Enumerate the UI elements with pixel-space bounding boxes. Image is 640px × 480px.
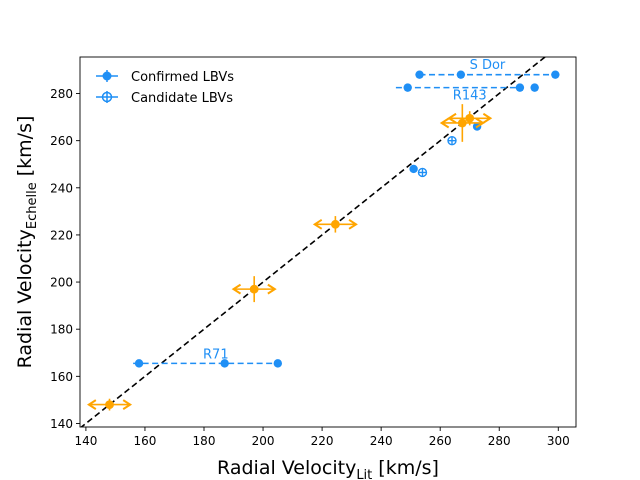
orange-marker: [330, 219, 340, 229]
lbv-point: [273, 359, 283, 368]
candidate-marker: [417, 167, 428, 178]
y-axis-label: Radial VelocityEchelle [km/s]: [14, 116, 40, 369]
orange-arrow-right: [348, 218, 358, 230]
orange-marker: [465, 113, 475, 123]
x-tick-label: 240: [370, 434, 393, 448]
x-tick-label: 220: [311, 434, 334, 448]
legend-marker-confirmed: [96, 70, 118, 82]
lbv-point: [134, 359, 144, 368]
orange-arrow-right: [122, 399, 133, 410]
lbv-star-0: [415, 70, 560, 79]
orange-arrow-left: [312, 218, 323, 230]
orange-marker: [457, 118, 467, 128]
x-tick-label: 140: [74, 434, 97, 448]
y-tick-label: 160: [50, 370, 73, 384]
lbv-point: [403, 83, 412, 92]
x-tick-label: 180: [193, 434, 216, 448]
lbv-point: [530, 83, 539, 92]
orange-point: [439, 104, 485, 142]
legend-label-candidate: Candidate LBVs: [131, 91, 233, 106]
annotation-label: S Dor: [470, 58, 506, 73]
legend: Confirmed LBVs Candidate LBVs: [96, 70, 234, 106]
orange-arrow-left: [231, 283, 242, 295]
lbv-point: [456, 70, 466, 79]
orange-arrow-left: [87, 399, 97, 410]
x-tick-label: 160: [133, 434, 156, 448]
y-tick-label: 260: [50, 134, 73, 148]
lbv-point: [220, 359, 229, 368]
x-tick-label: 280: [488, 434, 511, 448]
x-tick-label: 200: [252, 434, 275, 448]
legend-label-confirmed: Confirmed LBVs: [131, 70, 234, 85]
y-tick-label: 180: [50, 323, 73, 337]
lbv-star-1: [395, 83, 539, 92]
orange-point: [231, 276, 277, 303]
lbv-point: [551, 70, 560, 79]
orange-arrow-right: [482, 112, 493, 124]
candidate-marker: [447, 135, 457, 146]
orange-point: [447, 111, 493, 126]
lbv-star-2: [133, 359, 283, 368]
orange-arrow-left: [447, 112, 457, 124]
legend-marker-candidate: [96, 91, 118, 103]
axis-layer: 140 160 180 200 220 240 260 280 300 140 160 180 200 2…: [50, 87, 570, 448]
reference-line-1to1: [80, 57, 547, 427]
y-tick-label: 200: [50, 276, 73, 290]
candidate-point: [447, 135, 457, 146]
x-tick-label: 300: [547, 434, 570, 448]
orange-arrow-right: [267, 283, 277, 295]
annotation-label: R143: [453, 88, 487, 103]
x-axis-label: Radial VelocityLit [km/s]: [217, 457, 439, 480]
plot-layer: S Dor R143 R71: [80, 57, 560, 427]
y-tick-label: 240: [50, 181, 73, 195]
orange-point: [87, 398, 133, 411]
y-tick-label: 140: [50, 417, 73, 431]
x-tick-label: 260: [429, 434, 452, 448]
orange-marker: [249, 284, 259, 294]
lbv-point: [515, 83, 525, 92]
annotation-label: R71: [203, 348, 229, 363]
lbv-point: [415, 70, 424, 79]
plot-frame: [79, 56, 577, 428]
orange-arrow-left: [439, 117, 450, 129]
confirmed-point: [409, 164, 418, 174]
orange-arrow-right: [475, 117, 485, 129]
candidate-point: [417, 167, 428, 178]
y-tick-label: 280: [50, 87, 73, 101]
orange-point: [312, 216, 358, 233]
orange-marker: [105, 400, 114, 410]
y-tick-label: 220: [50, 228, 73, 242]
